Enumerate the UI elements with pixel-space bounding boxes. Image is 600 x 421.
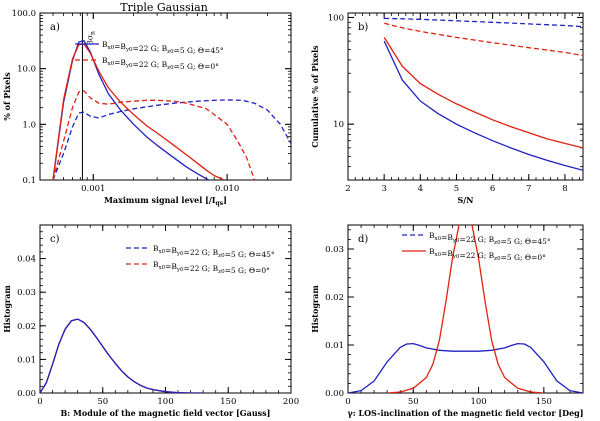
x-tick-label: 50 — [408, 397, 419, 407]
x-tick-label: 200 — [283, 397, 299, 407]
plot-frame — [39, 12, 292, 181]
x-tick-label: 50 — [97, 397, 108, 407]
figure-title: Triple Gaussian — [120, 1, 208, 14]
y-tick-label: 100 — [328, 13, 344, 23]
panel-label: a) — [50, 22, 60, 33]
panel-label: d) — [358, 234, 368, 245]
x-tick-label: 100 — [470, 397, 486, 407]
x-tick-label: 0.001 — [81, 184, 105, 194]
plot-frame — [347, 12, 584, 181]
y-tick-label: 0.01 — [325, 341, 344, 351]
series-line-red-solid — [387, 225, 544, 393]
y-tick-label: 0.01 — [17, 355, 36, 365]
x-tick-label: 150 — [536, 397, 552, 407]
series-line-blue-dashed — [52, 99, 291, 180]
x-tick-label: 5 — [454, 184, 459, 194]
noise-threshold-label: 3σn — [85, 31, 96, 45]
x-tick-label: 6 — [490, 184, 495, 194]
series-line-blue-solid — [348, 342, 583, 393]
series-group — [52, 39, 291, 180]
series-line-blue-solid — [383, 40, 583, 171]
x-axis-label: S/N — [457, 195, 473, 205]
x-tick-label: 0 — [37, 397, 42, 407]
x-axis-label: B: Module of the magnetic field vector [… — [61, 408, 271, 418]
x-axis-label: Maximum signal level [/Iqs] — [104, 195, 227, 207]
x-tick-label: 0.010 — [215, 184, 239, 194]
y-tick-label: 10.0 — [17, 65, 36, 75]
x-tick-label: 2 — [345, 184, 350, 194]
panel-c: 0 50 100 150 200 0.00 0.01 0.02 0.03 0.04 B: Modul… — [2, 224, 299, 418]
series-line-red-solid — [52, 43, 225, 180]
x-tick-label: 150 — [220, 397, 236, 407]
legend-label: Bx0=By0=22 G; Bz0=5 G; Θ=0° — [153, 260, 270, 275]
panel-b: 2 3 4 5 6 7 8 10 100 S/N Cumulative % of Pixels b) — [310, 12, 584, 205]
series-group — [40, 318, 204, 393]
x-tick-label: 0 — [345, 397, 350, 407]
y-axis-label: % of Pixels — [2, 72, 12, 121]
y-tick-label: 0.04 — [17, 255, 36, 265]
series-line-blue-dashed — [384, 17, 583, 28]
y-tick-label: 0.1 — [22, 176, 36, 186]
legend-label: Bx0=By0=22 G; Bz0=5 G; Θ=45° — [102, 40, 224, 55]
x-axis-label: γ: LOS-inclination of the magnetic field… — [347, 408, 583, 418]
y-tick-label: 0.00 — [325, 389, 344, 399]
y-tick-label: 100.0 — [12, 9, 36, 19]
y-tick-label: 10 — [333, 120, 344, 130]
legend-label: Bx0=By0=22 G; Bz0=5 G; Θ=45° — [429, 231, 551, 246]
y-tick-label: 0.02 — [17, 322, 36, 332]
series-group — [348, 225, 583, 393]
y-axis-label: Histogram — [2, 285, 12, 333]
x-tick-label: 8 — [562, 184, 567, 194]
y-axis-label: Histogram — [310, 285, 320, 333]
panel-label: c) — [50, 234, 60, 245]
legend-label: Bx0=By0=22 G; Bz0=5 G; Θ=45° — [153, 244, 275, 259]
panel-label: b) — [358, 22, 368, 33]
y-tick-label: 1.0 — [22, 120, 36, 130]
legend-label: Bx0=By0=22 G; Bz0=5 G; Θ=0° — [102, 56, 219, 71]
x-tick-label: 100 — [157, 397, 173, 407]
x-tick-label: 3 — [381, 184, 386, 194]
y-axis-label: Cumulative % of Pixels — [310, 45, 320, 148]
series-line-red-dashed — [384, 22, 583, 57]
y-tick-label: 0.03 — [325, 245, 344, 255]
series-group — [383, 17, 583, 171]
series-line-red-dashed — [52, 90, 256, 180]
panel-d: 0 50 100 150 0.00 0.01 0.02 0.03 γ: LOS-inclinat… — [310, 224, 584, 418]
x-tick-label: 7 — [526, 184, 531, 194]
y-tick-label: 0.02 — [325, 293, 344, 303]
y-tick-label: 0.00 — [17, 389, 36, 399]
y-tick-label: 0.03 — [17, 288, 36, 298]
legend-label: Bx0=By0=22 G; Bz0=5 G; Θ=0° — [429, 247, 546, 262]
series-line-red-solid — [383, 37, 583, 149]
panel-a: 0.001 0.010 0.1 1.0 10.0 100.0 Maximum signal … — [2, 9, 292, 207]
x-tick-label: 4 — [418, 184, 423, 194]
series-line-blue-solid — [40, 318, 204, 393]
